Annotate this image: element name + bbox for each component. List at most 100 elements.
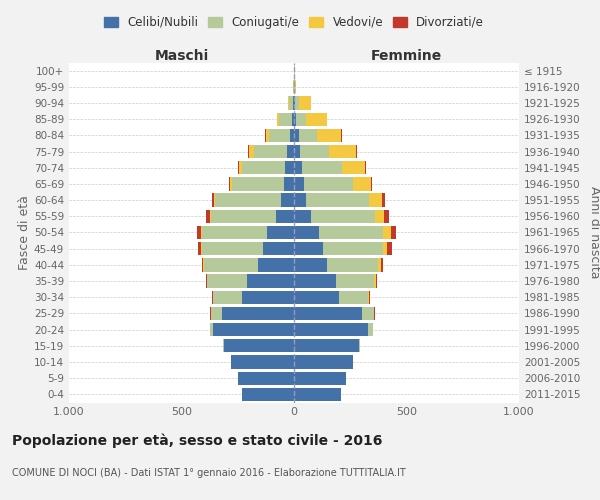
Bar <box>375 210 384 223</box>
Bar <box>269 128 290 142</box>
Bar <box>222 307 294 320</box>
Bar <box>294 226 319 239</box>
Bar <box>288 96 289 110</box>
Text: Popolazione per età, sesso e stato civile - 2016: Popolazione per età, sesso e stato civil… <box>12 433 382 448</box>
Text: Maschi: Maschi <box>154 48 209 62</box>
Bar <box>242 161 285 174</box>
Bar <box>359 339 361 352</box>
Bar <box>361 307 374 320</box>
Legend: Celibi/Nubili, Coniugati/e, Vedovi/e, Divorziati/e: Celibi/Nubili, Coniugati/e, Vedovi/e, Di… <box>104 16 484 28</box>
Bar <box>299 96 311 110</box>
Bar <box>295 80 296 94</box>
Bar <box>384 210 389 223</box>
Bar <box>202 242 263 256</box>
Bar <box>209 210 211 223</box>
Bar <box>292 112 294 126</box>
Bar <box>380 258 383 272</box>
Bar <box>284 178 294 190</box>
Bar <box>335 274 374 287</box>
Bar <box>369 290 370 304</box>
Text: Femmine: Femmine <box>371 48 442 62</box>
Bar <box>294 274 335 287</box>
Bar <box>365 161 366 174</box>
Bar <box>307 194 370 207</box>
Bar <box>211 307 222 320</box>
Bar <box>299 145 329 158</box>
Bar <box>211 210 276 223</box>
Bar <box>294 372 346 385</box>
Bar <box>197 226 200 239</box>
Bar <box>239 161 242 174</box>
Bar <box>294 210 311 223</box>
Bar <box>231 356 294 368</box>
Bar <box>267 226 294 239</box>
Bar <box>206 210 209 223</box>
Bar <box>293 96 294 110</box>
Bar <box>213 323 294 336</box>
Bar <box>290 128 294 142</box>
Bar <box>294 112 296 126</box>
Bar <box>206 274 207 287</box>
Bar <box>214 194 215 207</box>
Bar <box>383 226 391 239</box>
Bar <box>229 178 230 190</box>
Bar <box>376 274 377 287</box>
Bar <box>307 112 326 126</box>
Bar <box>209 323 213 336</box>
Bar <box>200 242 202 256</box>
Bar <box>356 145 357 158</box>
Bar <box>294 307 361 320</box>
Bar <box>329 145 356 158</box>
Bar <box>294 242 323 256</box>
Bar <box>294 290 339 304</box>
Bar <box>280 112 292 126</box>
Bar <box>258 258 294 272</box>
Bar <box>317 128 341 142</box>
Bar <box>242 388 294 401</box>
Bar <box>238 161 239 174</box>
Bar <box>294 356 353 368</box>
Bar <box>382 194 385 207</box>
Bar <box>294 96 295 110</box>
Bar <box>200 226 202 239</box>
Bar <box>202 258 203 272</box>
Bar <box>223 339 224 352</box>
Y-axis label: Anni di nascita: Anni di nascita <box>589 186 600 279</box>
Bar <box>266 128 269 142</box>
Bar <box>294 258 326 272</box>
Bar <box>294 145 299 158</box>
Bar <box>213 290 242 304</box>
Bar <box>296 112 307 126</box>
Bar <box>368 323 373 336</box>
Bar <box>294 194 307 207</box>
Bar <box>204 258 258 272</box>
Bar <box>323 242 383 256</box>
Bar <box>319 226 383 239</box>
Bar <box>247 274 294 287</box>
Text: COMUNE DI NOCI (BA) - Dati ISTAT 1° gennaio 2016 - Elaborazione TUTTITALIA.IT: COMUNE DI NOCI (BA) - Dati ISTAT 1° genn… <box>12 468 406 477</box>
Bar <box>248 145 249 158</box>
Bar <box>391 226 397 239</box>
Bar <box>276 210 294 223</box>
Bar <box>353 178 371 190</box>
Bar <box>287 145 294 158</box>
Bar <box>202 226 267 239</box>
Bar <box>285 161 294 174</box>
Bar <box>254 145 287 158</box>
Bar <box>230 178 232 190</box>
Bar <box>281 194 294 207</box>
Bar <box>249 145 254 158</box>
Bar <box>295 96 299 110</box>
Bar <box>232 178 284 190</box>
Bar <box>326 258 379 272</box>
Bar <box>277 112 280 126</box>
Bar <box>215 194 281 207</box>
Bar <box>294 128 299 142</box>
Bar <box>212 194 214 207</box>
Bar <box>339 290 368 304</box>
Bar <box>304 178 353 190</box>
Bar <box>203 258 204 272</box>
Bar <box>388 242 392 256</box>
Bar <box>299 128 317 142</box>
Bar <box>199 242 200 256</box>
